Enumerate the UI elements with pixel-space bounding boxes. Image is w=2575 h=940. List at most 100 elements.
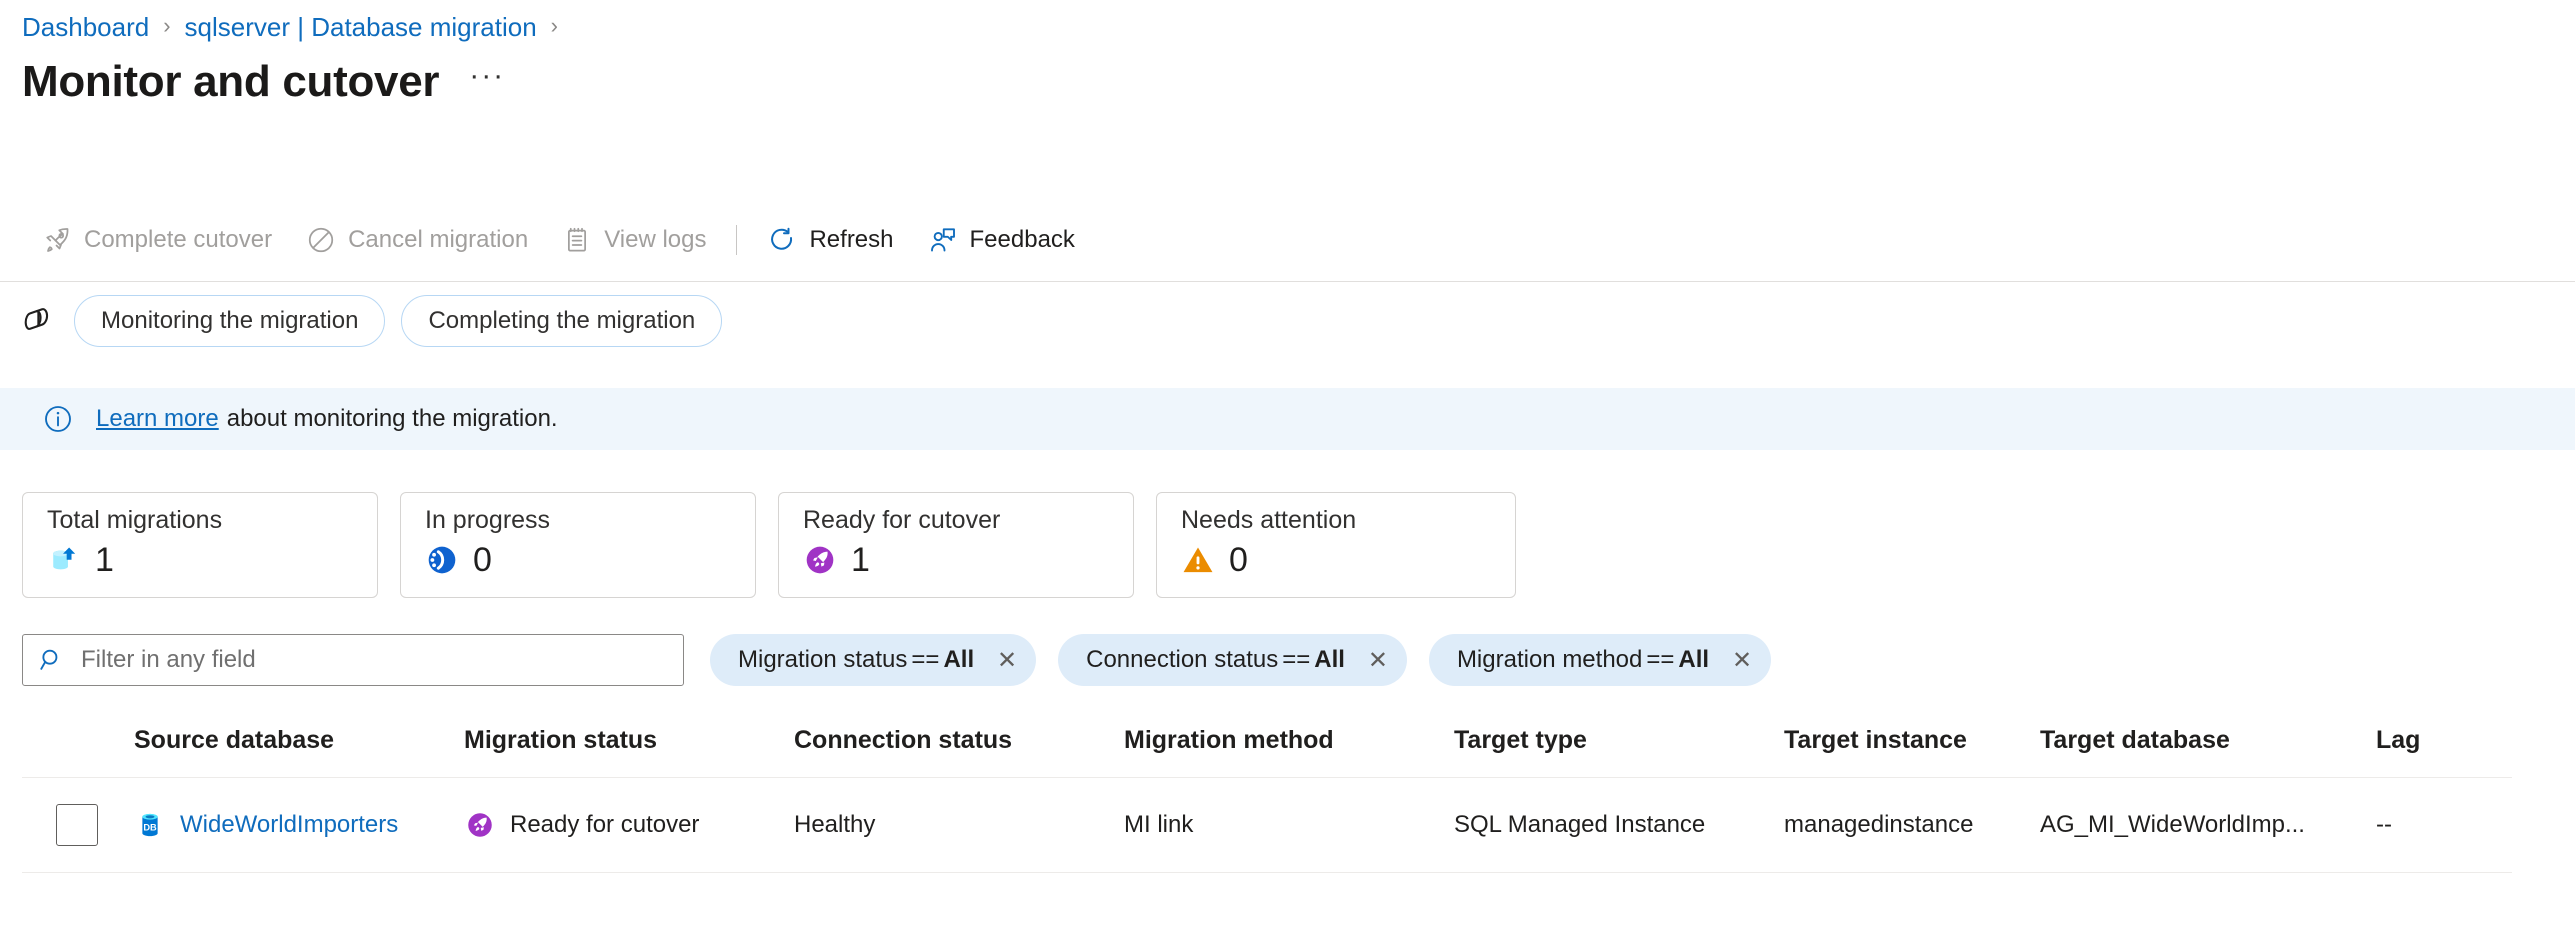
- column-header-migration-status[interactable]: Migration status: [464, 726, 658, 754]
- column-header-target-database[interactable]: Target database: [2040, 726, 2230, 754]
- filter-value: All: [943, 646, 975, 673]
- card-ready-for-cutover-label: Ready for cutover: [803, 506, 1001, 534]
- card-total-migrations-value: 1: [95, 540, 114, 579]
- cancel-migration-label: Cancel migration: [348, 226, 529, 253]
- more-options-icon[interactable]: ···: [469, 59, 506, 93]
- rocket-circle-icon: [464, 809, 496, 841]
- complete-cutover-button[interactable]: Complete cutover: [28, 214, 286, 266]
- card-in-progress-label: In progress: [425, 506, 551, 534]
- row-checkbox[interactable]: [56, 804, 98, 846]
- migrations-table: Source database Migration status Connect…: [22, 726, 2512, 873]
- refresh-button[interactable]: Refresh: [753, 214, 907, 266]
- column-header-lag[interactable]: Lag: [2376, 726, 2421, 754]
- feedback-person-icon: [928, 225, 958, 255]
- database-upload-icon: [47, 543, 81, 577]
- breadcrumb-separator-icon: ›: [550, 13, 558, 38]
- table-row[interactable]: DB WideWorldImporters: [22, 778, 2512, 873]
- card-needs-attention-value: 0: [1229, 540, 1248, 579]
- complete-cutover-label: Complete cutover: [84, 226, 273, 253]
- column-header-connection-status[interactable]: Connection status: [794, 726, 1013, 754]
- cell-lag: --: [2376, 811, 2392, 838]
- column-header-target-instance[interactable]: Target instance: [1784, 726, 1967, 754]
- view-logs-button[interactable]: View logs: [548, 214, 720, 266]
- page-title-row: Monitor and cutover ···: [22, 57, 506, 106]
- info-banner-text: about monitoring the migration.: [226, 405, 558, 432]
- summary-cards: Total migrations 1 In progress: [22, 492, 1538, 598]
- breadcrumb-separator-icon: ›: [163, 13, 171, 38]
- search-input[interactable]: [81, 646, 669, 674]
- close-icon[interactable]: ✕: [1367, 646, 1388, 674]
- logs-icon: [562, 225, 592, 255]
- card-ready-for-cutover-value: 1: [851, 540, 870, 579]
- column-header-source-database[interactable]: Source database: [134, 726, 335, 754]
- cell-target-database: AG_MI_WideWorldImp...: [2040, 811, 2305, 838]
- database-icon: DB: [134, 809, 166, 841]
- breadcrumb-item-dashboard[interactable]: Dashboard: [22, 11, 150, 42]
- migration-status-text: Ready for cutover: [510, 811, 700, 838]
- filter-value: All: [1314, 646, 1345, 673]
- info-banner: Learn more about monitoring the migratio…: [0, 388, 2575, 450]
- cell-migration-method: MI link: [1124, 811, 1194, 838]
- learn-more-link[interactable]: Learn more: [96, 405, 219, 432]
- guided-tour-tabs: Monitoring the migration Completing the …: [20, 290, 738, 352]
- column-header-migration-method[interactable]: Migration method: [1124, 726, 1334, 754]
- card-total-migrations[interactable]: Total migrations 1: [22, 492, 378, 598]
- card-ready-for-cutover[interactable]: Ready for cutover 1: [778, 492, 1134, 598]
- card-needs-attention[interactable]: Needs attention 0: [1156, 492, 1516, 598]
- tab-completing-label: Completing the migration: [428, 307, 696, 334]
- close-icon[interactable]: ✕: [997, 646, 1018, 674]
- guided-tour-icon: [20, 302, 58, 340]
- tab-monitoring-the-migration[interactable]: Monitoring the migration: [74, 295, 386, 347]
- cell-source-database: DB WideWorldImporters: [134, 778, 464, 873]
- filter-pill-connection-status[interactable]: Connection status == All ✕: [1058, 634, 1407, 686]
- filter-operator: ==: [911, 646, 940, 673]
- filter-pill-migration-status[interactable]: Migration status == All ✕: [710, 634, 1037, 686]
- cancel-migration-button[interactable]: Cancel migration: [292, 214, 542, 266]
- column-header-select: [22, 726, 134, 778]
- feedback-button[interactable]: Feedback: [914, 214, 1089, 266]
- refresh-icon: [767, 225, 797, 255]
- card-in-progress[interactable]: In progress 0: [400, 492, 756, 598]
- card-needs-attention-label: Needs attention: [1181, 506, 1357, 534]
- feedback-label: Feedback: [969, 226, 1075, 253]
- filter-pill-migration-method[interactable]: Migration method == All ✕: [1428, 634, 1772, 686]
- filter-field-label: Migration status: [738, 646, 908, 673]
- rocket-circle-icon: [803, 543, 837, 577]
- info-circle-icon: [42, 403, 74, 435]
- view-logs-label: View logs: [604, 226, 707, 253]
- command-bar-divider: [736, 225, 738, 255]
- filter-value: All: [1678, 646, 1710, 673]
- table-header-row: Source database Migration status Connect…: [22, 726, 2512, 778]
- row-select-cell: [22, 778, 134, 873]
- card-total-migrations-label: Total migrations: [47, 506, 223, 534]
- svg-text:DB: DB: [143, 823, 157, 833]
- cell-connection-status: Healthy: [794, 811, 876, 838]
- column-header-target-type[interactable]: Target type: [1454, 726, 1587, 754]
- source-database-link[interactable]: WideWorldImporters: [180, 811, 399, 838]
- cell-migration-status: Ready for cutover: [464, 778, 794, 873]
- filter-field-label: Connection status: [1086, 646, 1279, 673]
- search-box[interactable]: [22, 634, 684, 686]
- in-progress-icon: [425, 543, 459, 577]
- page-title: Monitor and cutover: [22, 57, 440, 106]
- breadcrumb: Dashboard › sqlserver | Database migrati…: [22, 10, 572, 44]
- cancel-circle-icon: [306, 225, 336, 255]
- cell-target-type: SQL Managed Instance: [1454, 811, 1706, 838]
- rocket-icon: [42, 225, 72, 255]
- tab-monitoring-label: Monitoring the migration: [101, 307, 359, 334]
- close-icon[interactable]: ✕: [1732, 646, 1753, 674]
- search-icon: [37, 645, 67, 675]
- filter-operator: ==: [1282, 646, 1311, 673]
- filter-field-label: Migration method: [1456, 646, 1643, 673]
- filter-operator: ==: [1646, 646, 1675, 673]
- command-bar: Complete cutover Cancel migration: [28, 214, 1095, 266]
- tab-completing-the-migration[interactable]: Completing the migration: [401, 295, 723, 347]
- cell-target-instance: managedinstance: [1784, 811, 1974, 838]
- breadcrumb-item-sqlserver-database-migration[interactable]: sqlserver | Database migration: [184, 11, 537, 42]
- warning-triangle-icon: [1181, 543, 1215, 577]
- command-bar-rule: [0, 281, 2575, 282]
- filter-bar: Migration status == All ✕ Connection sta…: [22, 634, 1793, 686]
- refresh-label: Refresh: [809, 226, 894, 253]
- card-in-progress-value: 0: [473, 540, 492, 579]
